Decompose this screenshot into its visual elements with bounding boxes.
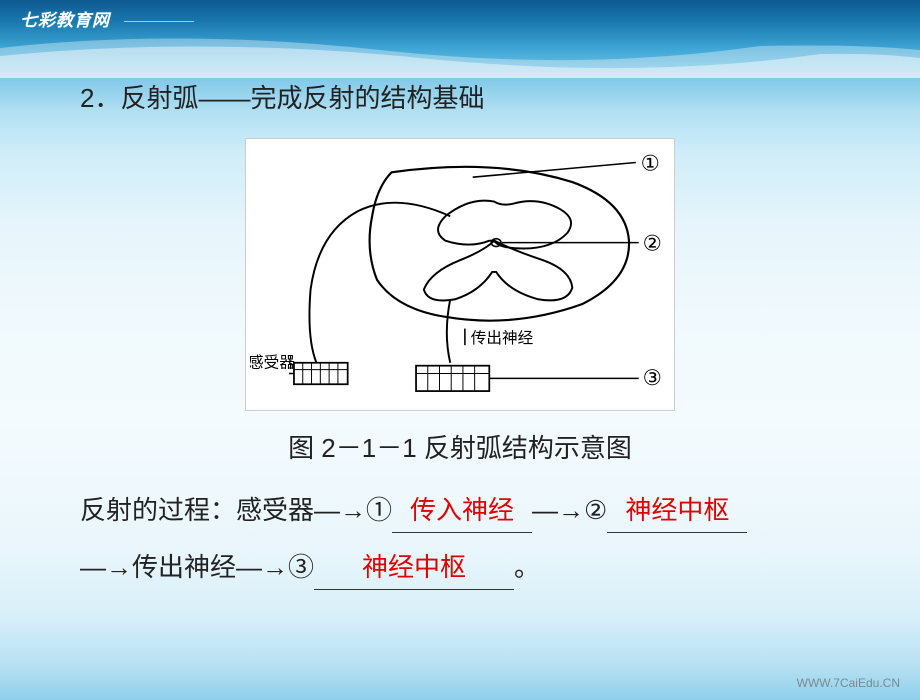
site-logo: 七彩教育网 <box>20 6 194 31</box>
logo-line <box>124 21 194 22</box>
line2-suffix: 。 <box>514 552 540 582</box>
answer-1: 传入神经 <box>410 490 514 532</box>
blank-3: 神经中枢 <box>314 547 514 590</box>
reflex-arc-diagram: ① ② 传出神经 感受器 . <box>245 138 675 412</box>
answer-2: 神经中枢 <box>625 490 729 532</box>
diagram-label-receptor-text: 感受器 <box>250 353 295 371</box>
blank-1: 传入神经 <box>392 490 532 533</box>
diagram-mark-1: ① <box>641 151 660 175</box>
arrow-2: —→② <box>532 495 607 525</box>
process-prefix: 反射的过程：感受器—→① <box>80 495 392 525</box>
logo-text: 七彩教育网 <box>20 11 110 30</box>
diagram-label-efferent: 传出神经 <box>471 329 534 347</box>
line2-prefix: —→传出神经—→③ <box>80 552 314 582</box>
answer-3: 神经中枢 <box>362 547 466 589</box>
process-text: 反射的过程：感受器—→①传入神经—→②神经中枢 —→传出神经—→③神经中枢。 <box>60 482 860 596</box>
header-wave <box>0 28 920 78</box>
footer-url: WWW.7CaiEdu.CN <box>797 676 900 690</box>
diagram-svg: ① ② 传出神经 感受器 . <box>250 143 670 402</box>
diagram-mark-2: ② <box>643 231 662 255</box>
slide-content: 2．反射弧——完成反射的结构基础 ① ② 传出神经 <box>0 78 920 597</box>
blank-2: 神经中枢 <box>607 490 747 533</box>
figure-caption: 图 2－1－1 反射弧结构示意图 <box>60 425 860 472</box>
diagram-mark-3: ③ <box>643 366 662 390</box>
section-heading: 2．反射弧——完成反射的结构基础 <box>60 78 860 120</box>
